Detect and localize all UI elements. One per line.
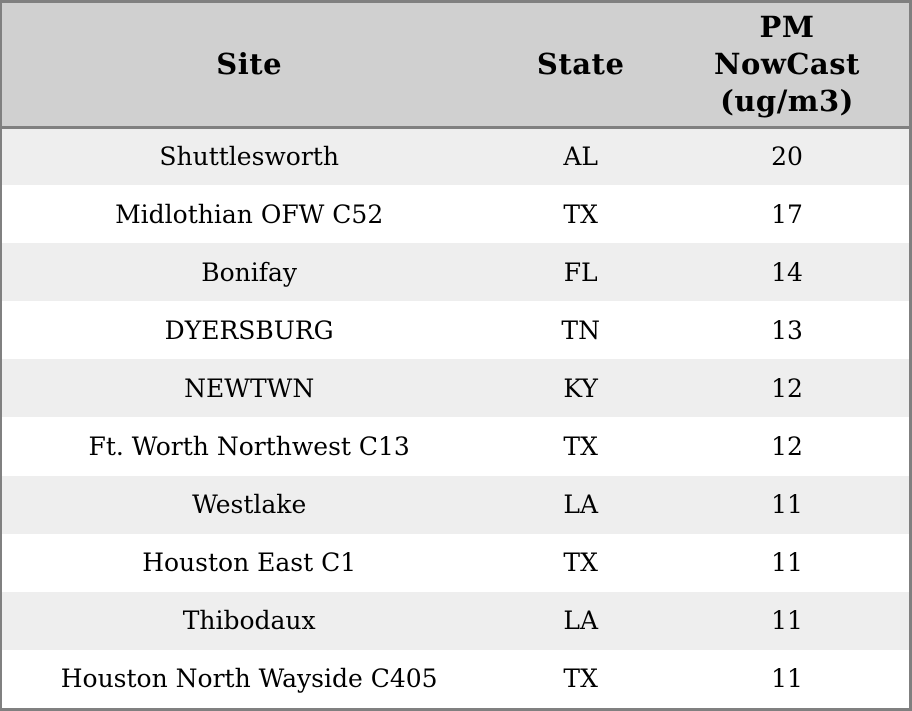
pm-nowcast-cell: 20 [771, 142, 803, 172]
table-body: Shuttlesworth AL 20 Midlothian OFW C52 T… [2, 127, 909, 708]
table-row: Houston East C1 TX 11 [2, 533, 909, 592]
site-cell: Ft. Worth Northwest C13 [88, 432, 410, 462]
state-cell: TX [563, 548, 598, 578]
table-row: Shuttlesworth AL 20 [2, 127, 909, 186]
state-cell: LA [563, 490, 598, 520]
state-cell: TX [563, 664, 598, 694]
state-cell: AL [563, 142, 598, 172]
pm-nowcast-cell: 11 [771, 606, 803, 636]
column-header-site-label: Site [216, 46, 283, 81]
site-cell: Thibodaux [182, 606, 316, 636]
column-header-site: Site [2, 3, 497, 129]
pm-nowcast-cell: 11 [771, 664, 803, 694]
column-header-pm-nowcast: PM NowCast (ug/m3) [665, 3, 909, 129]
column-header-pm-nowcast-label: PM NowCast (ug/m3) [714, 10, 860, 118]
pm-nowcast-cell: 12 [771, 432, 803, 462]
pm-nowcast-cell: 11 [771, 490, 803, 520]
state-cell: FL [563, 257, 598, 287]
site-cell: NEWTWN [184, 373, 315, 403]
table-row: Midlothian OFW C52 TX 17 [2, 185, 909, 244]
table-row: DYERSBURG TN 13 [2, 301, 909, 360]
table-row: Bonifay FL 14 [2, 243, 909, 302]
table-row: Thibodaux LA 11 [2, 591, 909, 650]
site-cell: Bonifay [201, 257, 298, 287]
state-cell: KY [563, 373, 598, 403]
site-cell: Houston North Wayside C405 [60, 664, 438, 694]
table-row: Westlake LA 11 [2, 475, 909, 534]
header-row: Site State PM NowCast (ug/m3) [2, 3, 909, 129]
state-cell: TX [563, 432, 598, 462]
table-row: Houston North Wayside C405 TX 11 [2, 649, 909, 708]
site-cell: Westlake [192, 490, 307, 520]
pm-nowcast-cell: 11 [771, 548, 803, 578]
table-row: Ft. Worth Northwest C13 TX 12 [2, 417, 909, 476]
pm-nowcast-cell: 14 [771, 257, 803, 287]
pm-nowcast-cell: 12 [771, 373, 803, 403]
site-cell: DYERSBURG [164, 315, 334, 345]
table-header: Site State PM NowCast (ug/m3) [2, 3, 909, 129]
site-cell: Midlothian OFW C52 [115, 199, 384, 229]
column-header-state: State [496, 3, 666, 129]
pm-nowcast-cell: 13 [771, 315, 803, 345]
sites-data-table: Site State PM NowCast (ug/m3) Shuttleswo… [2, 3, 909, 708]
pm-nowcast-cell: 17 [771, 199, 803, 229]
column-header-state-label: State [536, 46, 625, 81]
state-cell: TN [561, 315, 600, 345]
state-cell: TX [563, 199, 598, 229]
state-cell: LA [563, 606, 598, 636]
site-cell: Shuttlesworth [159, 142, 339, 172]
table-row: NEWTWN KY 12 [2, 359, 909, 418]
site-cell: Houston East C1 [142, 548, 357, 578]
